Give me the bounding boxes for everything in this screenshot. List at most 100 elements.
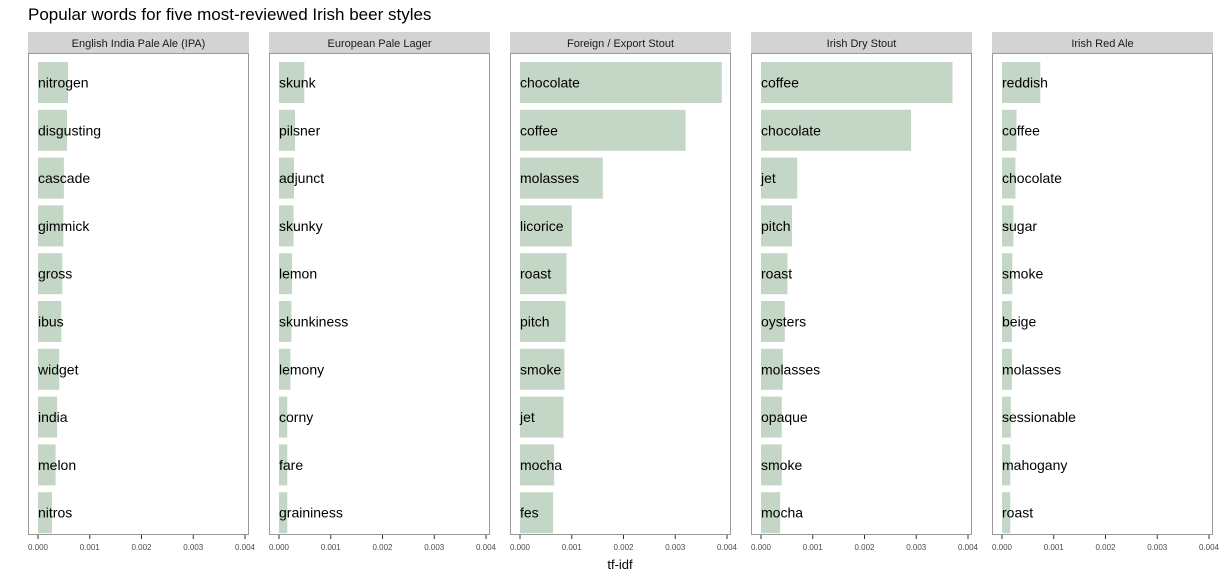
x-tick-label: 0.004 (958, 543, 979, 552)
word-label: jet (519, 409, 535, 425)
word-label: jet (760, 170, 776, 186)
bar (279, 253, 292, 295)
word-label: lemony (279, 361, 324, 377)
x-tick-label: 0.001 (1044, 543, 1065, 552)
facet-strip-label: Foreign / Export Stout (567, 38, 674, 50)
bar (1002, 492, 1011, 534)
x-tick-label: 0.002 (854, 543, 875, 552)
x-tick-label: 0.004 (1199, 543, 1220, 552)
bar (761, 157, 798, 199)
word-label: pitch (520, 314, 550, 330)
facet-strip (269, 32, 490, 53)
bar (1002, 253, 1013, 295)
word-label: molasses (761, 361, 820, 377)
bar (761, 348, 783, 390)
word-label: fes (520, 505, 539, 521)
word-label: coffee (520, 122, 558, 138)
chart-title: Popular words for five most-reviewed Iri… (28, 5, 431, 24)
word-label: skunk (279, 75, 317, 91)
bar (279, 301, 292, 342)
facet-strip (28, 32, 249, 53)
x-tick-label: 0.000 (28, 543, 49, 552)
word-label: roast (1002, 505, 1033, 521)
x-tick-label: 0.002 (1095, 543, 1116, 552)
x-tick-label: 0.003 (183, 543, 204, 552)
bar (520, 444, 555, 486)
bar (520, 205, 572, 247)
x-tick-label: 0.004 (476, 543, 497, 552)
panel-border (751, 53, 972, 535)
word-label: gross (38, 266, 72, 282)
word-label: mocha (761, 505, 803, 521)
word-label: smoke (761, 457, 802, 473)
panel-2: European Pale Lager skunk pilsner adjunct sk… (269, 32, 497, 552)
x-axis-label: tf-idf (607, 557, 633, 572)
word-label: lemon (279, 266, 317, 282)
bar (520, 348, 565, 390)
word-label: opaque (761, 409, 808, 425)
bar (279, 205, 294, 247)
panel-4: Irish Dry Stout coffee chocolate jet pitch ro… (751, 32, 979, 552)
x-tick-label: 0.001 (803, 543, 824, 552)
bar (520, 396, 564, 438)
bar (1002, 62, 1041, 103)
bar (761, 253, 788, 295)
word-label: skunkiness (279, 314, 348, 330)
facet-strip-label: Irish Dry Stout (827, 38, 897, 50)
bar (520, 109, 686, 151)
bar (520, 253, 567, 295)
bar (1002, 444, 1011, 486)
bar (1002, 301, 1012, 342)
bar (520, 157, 603, 199)
word-label: sessionable (1002, 409, 1076, 425)
word-label: oysters (761, 314, 806, 330)
bar (761, 62, 953, 103)
word-label: nitros (38, 505, 72, 521)
panel-border (269, 53, 490, 535)
x-tick-label: 0.004 (717, 543, 738, 552)
word-label: roast (520, 266, 551, 282)
facet-strip-label: English India Pale Ale (IPA) (72, 38, 206, 50)
word-label: corny (279, 409, 313, 425)
facet-strip-label: Irish Red Ale (1071, 38, 1133, 50)
bar (279, 109, 296, 151)
word-label: smoke (520, 361, 561, 377)
bar (279, 444, 288, 486)
x-tick-label: 0.003 (1147, 543, 1168, 552)
word-label: molasses (1002, 361, 1061, 377)
bar (38, 492, 52, 534)
word-label: beige (1002, 314, 1036, 330)
bar (761, 444, 782, 486)
word-label: pilsner (279, 122, 321, 138)
bar (1002, 157, 1016, 199)
panel-border (510, 53, 731, 535)
bar (38, 348, 60, 390)
word-label: nitrogen (38, 75, 89, 91)
x-tick-label: 0.003 (665, 543, 686, 552)
bar (1002, 396, 1011, 438)
bar (1002, 348, 1012, 390)
bar (38, 62, 69, 103)
word-label: widget (37, 361, 79, 377)
facet-strip-label: European Pale Lager (328, 38, 432, 50)
word-label: reddish (1002, 75, 1048, 91)
bar (38, 253, 63, 295)
bar (38, 157, 64, 199)
panel-1: English India Pale Ale (IPA) nitrogen disg… (28, 32, 256, 552)
bar (520, 301, 566, 342)
facet-strip (510, 32, 731, 53)
bar (761, 301, 785, 342)
bar (38, 396, 58, 438)
word-label: chocolate (1002, 170, 1062, 186)
bar (520, 62, 722, 103)
word-label: graininess (279, 505, 343, 521)
word-label: mocha (520, 457, 562, 473)
panel-5: Irish Red Ale reddish coffee chocolate sugar… (992, 32, 1220, 552)
word-label: fare (279, 457, 303, 473)
x-tick-label: 0.000 (751, 543, 772, 552)
word-label: coffee (761, 75, 799, 91)
bar (761, 492, 781, 534)
x-tick-label: 0.003 (424, 543, 445, 552)
word-label: mahogany (1002, 457, 1067, 473)
bar (1002, 109, 1017, 151)
